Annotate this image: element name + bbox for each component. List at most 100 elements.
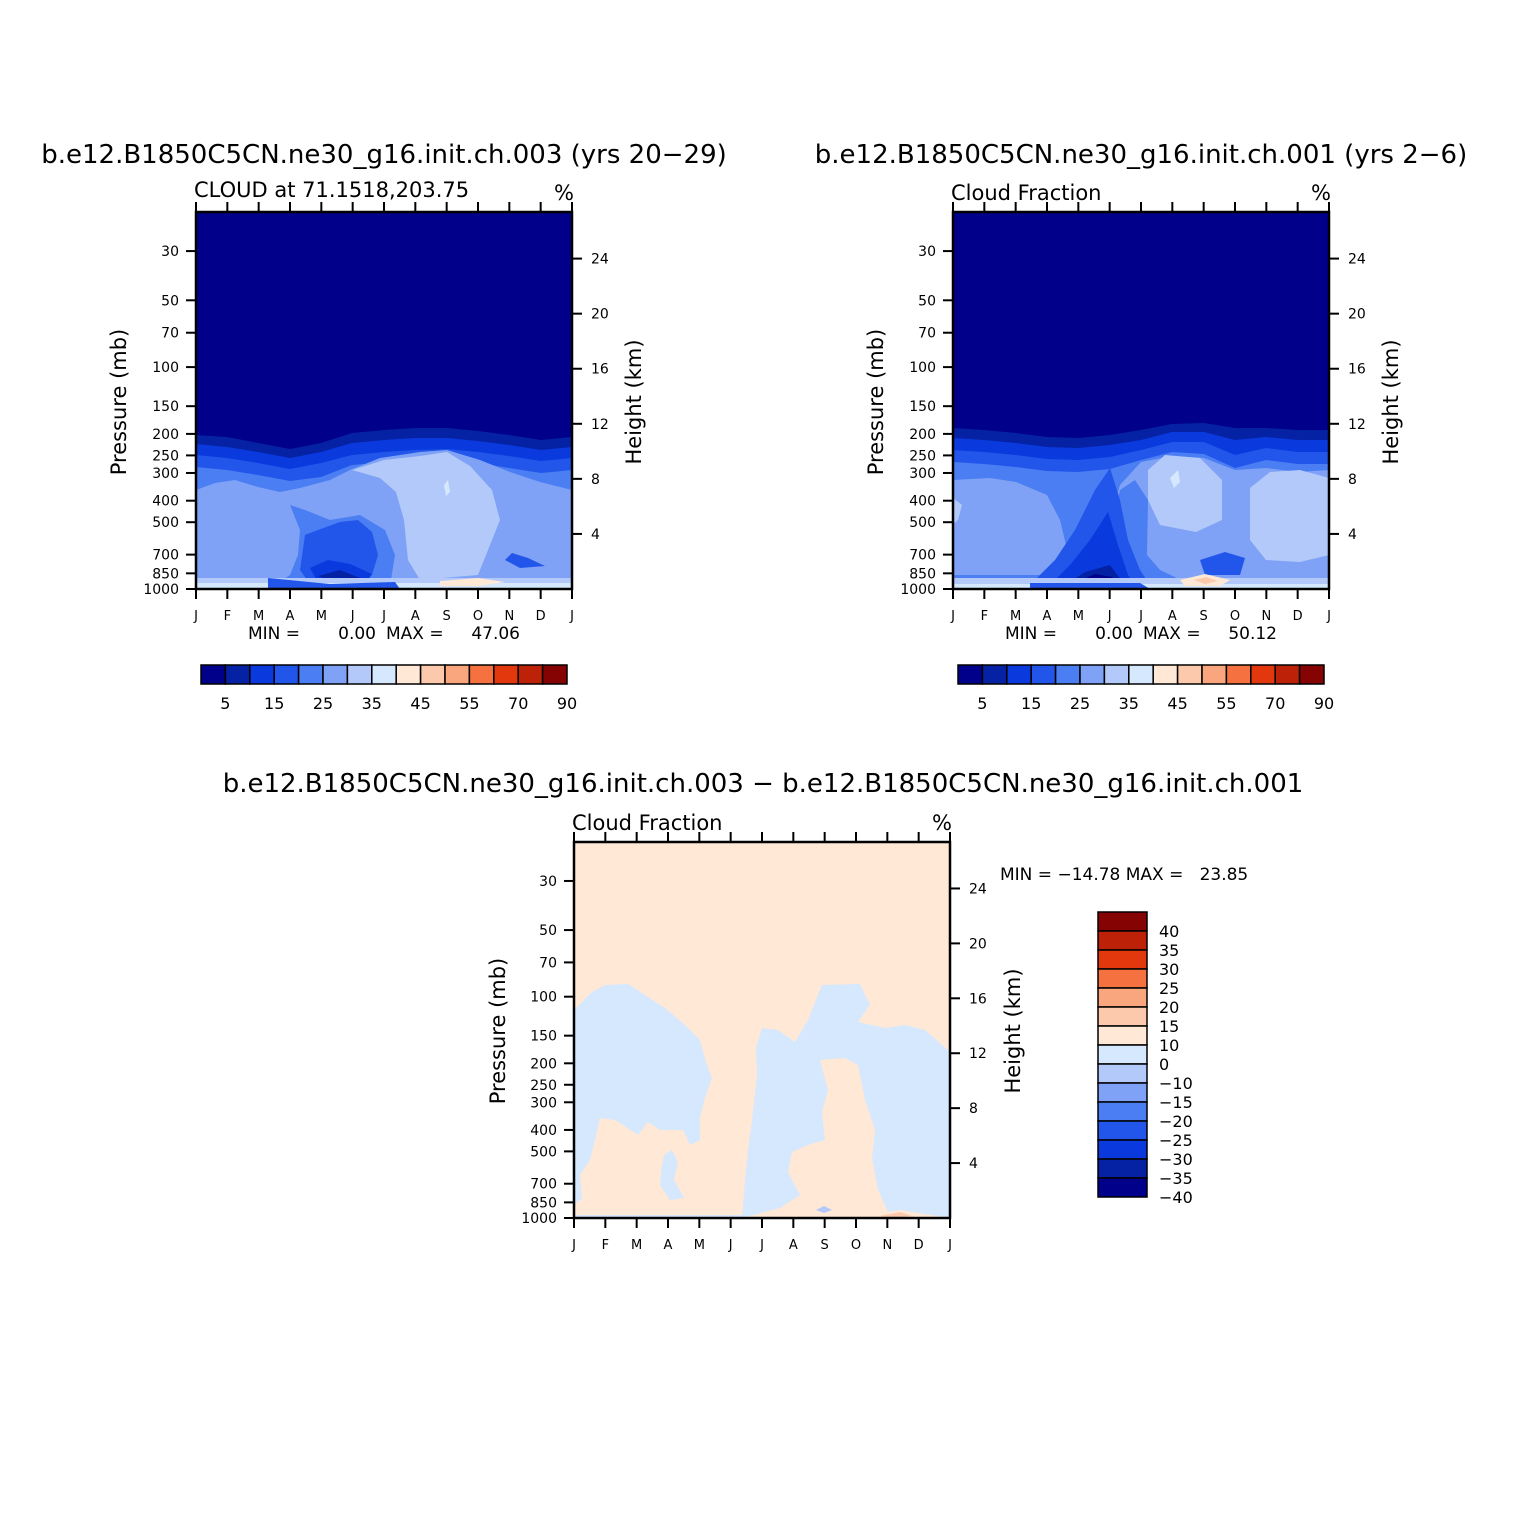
panel-b-max-value: 50.12: [1228, 624, 1277, 644]
y2-tick-label: 4: [969, 1156, 978, 1172]
x-tick-label: O: [851, 1238, 861, 1253]
y-tick-label: 100: [152, 360, 179, 376]
x-tick-label: M: [1073, 609, 1084, 624]
panel-a-contour-30: [352, 452, 500, 580]
y2-tick-label: 8: [969, 1101, 978, 1117]
y-tick-label: 50: [539, 923, 557, 939]
panel-b-min-label: MIN =: [1005, 624, 1057, 644]
x-tick-label: J: [1107, 609, 1112, 624]
colorbar-box: [468, 664, 495, 685]
panel-a-max-label: MAX =: [386, 624, 444, 644]
panel-a: b.e12.B1850C5CN.ne30_g16.init.ch.003 (yr…: [41, 140, 727, 713]
y2-tick-label: 24: [969, 881, 987, 897]
x-tick-label: S: [443, 609, 451, 624]
y-tick-label: 70: [918, 326, 936, 342]
panel-c-negative-left-pocket: [660, 1150, 684, 1200]
colorbar-label: 90: [557, 694, 577, 713]
colorbar-label: 25: [1070, 694, 1090, 713]
colorbar-box: [1097, 1082, 1148, 1103]
panel-c: b.e12.B1850C5CN.ne30_g16.init.ch.003 − b…: [223, 769, 1304, 1253]
colorbar-label: −35: [1159, 1169, 1193, 1188]
colorbar-box: [1201, 664, 1228, 685]
colorbar-box: [1097, 1120, 1148, 1141]
panel-c-units: %: [932, 811, 952, 835]
panel-c-y2-label: Height (km): [1001, 968, 1025, 1093]
y-tick-label: 400: [530, 1123, 557, 1139]
colorbar-box: [1097, 930, 1148, 951]
colorbar-label: 90: [1314, 694, 1334, 713]
x-tick-label: A: [789, 1238, 798, 1253]
colorbar-box: [541, 664, 568, 685]
colorbar-box: [371, 664, 397, 685]
y-tick-label: 150: [530, 1029, 557, 1045]
y2-tick-label: 16: [591, 362, 609, 378]
x-tick-label: A: [286, 609, 295, 624]
panel-b: b.e12.B1850C5CN.ne30_g16.init.ch.001 (yr…: [815, 140, 1467, 713]
panel-b-contour-30c: [1250, 470, 1329, 562]
y2-tick-label: 24: [1348, 252, 1366, 268]
colorbar-box: [1225, 664, 1252, 685]
panel-b-subtitle: Cloud Fraction: [951, 181, 1102, 205]
colorbar-box: [273, 664, 300, 685]
y-tick-label: 250: [530, 1078, 557, 1094]
x-tick-label: M: [694, 1238, 705, 1253]
panel-c-neg-deep-spot: [816, 1206, 832, 1213]
y-tick-label: 400: [909, 494, 936, 510]
y-tick-label: 850: [530, 1195, 557, 1211]
colorbar-box: [200, 664, 227, 685]
y-tick-label: 200: [530, 1056, 557, 1072]
panel-b-contour-mid-blob: [1200, 552, 1245, 575]
panel-a-subtitle: CLOUD at 71.1518,203.75: [194, 178, 469, 202]
x-tick-label: S: [1200, 609, 1208, 624]
y2-tick-label: 16: [969, 991, 987, 1007]
y-tick-label: 250: [909, 448, 936, 464]
x-tick-label: F: [981, 609, 988, 624]
colorbar-label: 55: [459, 694, 479, 713]
colorbar-box: [1128, 664, 1154, 685]
panel-a-max-value: 47.06: [471, 624, 520, 644]
y-tick-label: 250: [152, 448, 179, 464]
colorbar-label: 55: [1216, 694, 1236, 713]
x-tick-label: M: [631, 1238, 642, 1253]
x-tick-label: O: [1230, 609, 1240, 624]
y2-tick-label: 8: [1348, 472, 1357, 488]
y2-tick-label: 24: [591, 252, 609, 268]
x-tick-label: A: [1168, 609, 1177, 624]
y-tick-label: 700: [909, 548, 936, 564]
x-tick-label: J: [350, 609, 355, 624]
y-tick-label: 200: [909, 427, 936, 443]
x-tick-label: N: [882, 1238, 892, 1253]
y-tick-label: 1000: [143, 582, 179, 598]
panel-b-contour-35: [1170, 470, 1180, 488]
colorbar-label: 20: [1159, 998, 1179, 1017]
colorbar-box: [1103, 664, 1130, 685]
y-tick-label: 50: [161, 293, 179, 309]
panel-b-min-value: 0.00: [1095, 624, 1133, 644]
colorbar-label: 15: [264, 694, 284, 713]
colorbar-label: 70: [508, 694, 528, 713]
y-tick-label: 150: [909, 399, 936, 415]
panel-a-axis-ticks: J F M A M J J A S O N D J 30 50 70 100 150 200 250 300 400 500…: [143, 202, 609, 624]
y-tick-label: 700: [530, 1177, 557, 1193]
panel-b-plot-area: [953, 212, 1329, 589]
panel-a-units: %: [554, 181, 574, 205]
x-tick-label: J: [950, 609, 955, 624]
colorbar-box: [1298, 664, 1325, 685]
colorbar-box: [1006, 664, 1032, 685]
y-tick-label: 1000: [521, 1211, 557, 1227]
y-tick-label: 850: [909, 566, 936, 582]
panel-c-minmax: MIN = −14.78 MAX = 23.85: [1000, 865, 1248, 885]
panel-b-contour-low-5: [1050, 512, 1135, 585]
panel-a-title: b.e12.B1850C5CN.ne30_g16.init.ch.003 (yr…: [41, 140, 727, 170]
colorbar-box: [493, 664, 519, 685]
x-tick-label: F: [602, 1238, 609, 1253]
colorbar-box: [1152, 664, 1179, 685]
colorbar-box: [1097, 1139, 1148, 1160]
colorbar-box: [1097, 1006, 1148, 1027]
x-tick-label: M: [253, 609, 264, 624]
colorbar-label: 40: [1159, 922, 1179, 941]
colorbar-box: [1274, 664, 1301, 685]
colorbar-label: 5: [977, 694, 987, 713]
